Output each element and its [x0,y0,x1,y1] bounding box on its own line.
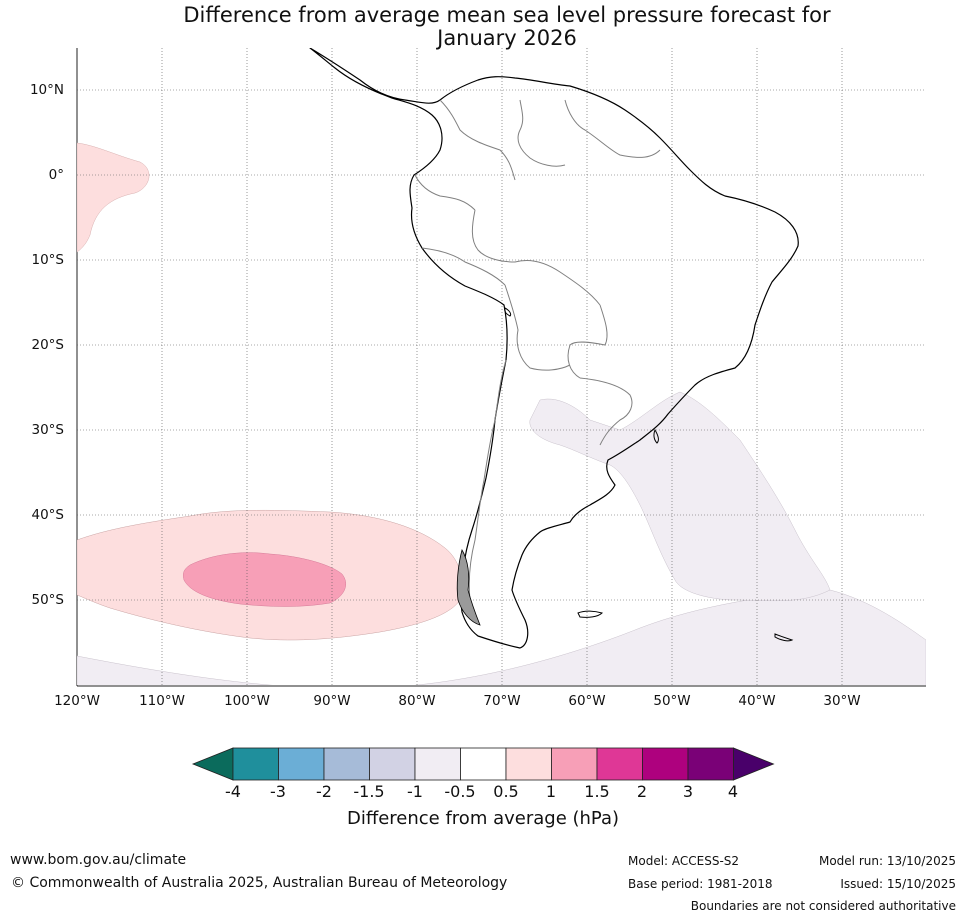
lon-label-90w: 90°W [313,693,351,709]
lat-label-10s: 10°S [31,252,65,268]
issued-label: Issued: 15/10/2025 [840,877,956,891]
colorbar-extend-high [733,747,775,781]
equatorial-pacific-positive [77,142,150,253]
south-america-coastline [309,48,799,649]
falkland-islands [577,610,603,618]
southern-ocean-negative [77,589,926,685]
colorbar-cell [642,747,689,781]
colorbar-cell [551,747,598,781]
title-line-2: January 2026 [437,26,577,50]
fjords-chile [456,548,481,626]
colorbar-tick: -1.5 [353,782,385,801]
colorbar-tick: 0.5 [493,782,519,801]
lake-titicaca [504,307,512,317]
colorbar-tick: 2 [636,782,648,801]
colorbar-tick: -2 [316,782,332,801]
lat-label-20s: 20°S [31,337,65,353]
country-borders [414,99,661,601]
colorbar-tick: -0.5 [444,782,476,801]
copyright-text: © Commonwealth of Australia 2025, Austra… [11,875,508,891]
colorbar-extend-low [191,747,234,781]
lon-label-70w: 70°W [483,693,521,709]
colorbar-tick: 1.5 [584,782,610,801]
colorbar-cell [460,747,507,781]
colorbar-cell [687,747,734,781]
lat-label-50s: 50°S [31,592,65,608]
lon-label-60w: 60°W [568,693,606,709]
south-pacific-positive-core [183,552,346,607]
website-link[interactable]: www.bom.gov.au/climate [10,852,187,868]
colorbar-tick: -1 [407,782,423,801]
lon-label-110w: 110°W [139,693,185,709]
colorbar-cell [596,747,643,781]
colorbar-cell [232,747,279,781]
disclaimer-text: Boundaries are not considered authoritat… [690,899,956,913]
lon-label-100w: 100°W [224,693,270,709]
colorbar-tick: 1 [545,782,557,801]
lon-label-120w: 120°W [54,693,100,709]
map-title: Difference from average mean sea level p… [0,4,965,50]
colorbar-tick: 4 [727,782,739,801]
lon-label-40w: 40°W [738,693,776,709]
south-atlantic-negative [529,391,831,602]
colorbar-tick: 3 [682,782,694,801]
lon-label-30w: 30°W [823,693,861,709]
model-label: Model: ACCESS-S2 [628,854,740,868]
title-line-1: Difference from average mean sea level p… [183,3,831,27]
colorbar-cell [323,747,370,781]
gridlines [77,48,926,685]
colorbar-tick: -4 [225,782,241,801]
colorbar-cell [505,747,552,781]
map-canvas [76,48,926,687]
colorbar-cell [414,747,461,781]
south-georgia [774,633,794,642]
lon-label-80w: 80°W [398,693,436,709]
lagoa-dos-patos [653,428,659,444]
colorbar-tick: -3 [270,782,286,801]
colorbar-cell [278,747,325,781]
base-period-label: Base period: 1981-2018 [628,877,773,891]
colorbar-cells [191,747,775,781]
lat-label-40s: 40°S [31,507,65,523]
colorbar-title: Difference from average (hPa) [346,808,620,829]
colorbar [191,747,775,781]
colorbar-cell [369,747,416,781]
lat-label-0: 0° [48,167,64,183]
lat-label-30s: 30°S [31,422,65,438]
lon-label-50w: 50°W [653,693,691,709]
lat-label-10n: 10°N [29,82,64,98]
model-run-label: Model run: 13/10/2025 [818,854,956,868]
